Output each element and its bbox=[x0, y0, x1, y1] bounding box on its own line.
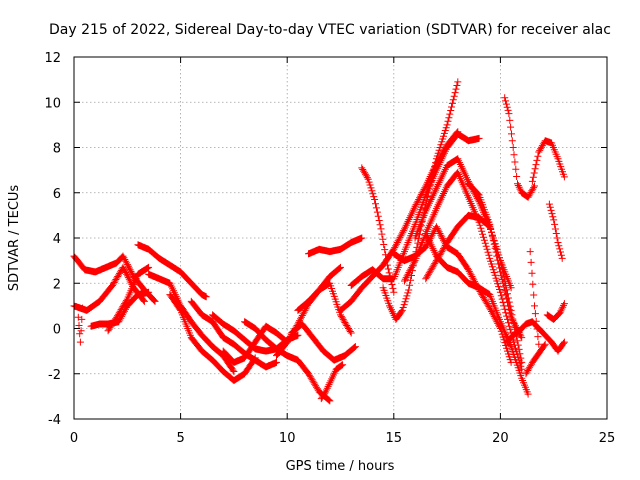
data-point-markers bbox=[288, 320, 359, 364]
y-tick-label: -4 bbox=[48, 413, 61, 428]
series-arc-28 bbox=[501, 94, 538, 201]
series-arc-23 bbox=[401, 168, 526, 373]
data-point-markers bbox=[145, 270, 238, 375]
data-point-markers bbox=[543, 300, 568, 323]
series-arc-17 bbox=[305, 234, 366, 258]
data-point-markers bbox=[522, 340, 549, 378]
data-point-markers bbox=[503, 318, 568, 355]
data-point-markers bbox=[545, 200, 566, 262]
data-point-markers bbox=[317, 361, 347, 403]
series-arc-34 bbox=[522, 340, 549, 378]
y-tick-label: 10 bbox=[44, 96, 61, 111]
series-arc-7 bbox=[145, 270, 238, 375]
x-tick-label: 25 bbox=[599, 431, 616, 446]
series-arc-5 bbox=[104, 263, 153, 335]
data-point-markers bbox=[166, 291, 259, 384]
series-arc-30 bbox=[545, 200, 566, 262]
series-arc-27 bbox=[464, 180, 526, 342]
data-point-markers bbox=[528, 137, 568, 185]
series-arc-6 bbox=[134, 241, 210, 301]
x-tick-label: 15 bbox=[386, 431, 403, 446]
data-point-markers bbox=[104, 263, 153, 335]
y-tick-label: 4 bbox=[53, 232, 61, 247]
series-arc-26 bbox=[422, 230, 532, 398]
chart-title: Day 215 of 2022, Sidereal Day-to-day VTE… bbox=[49, 22, 611, 38]
x-axis-title: GPS time / hours bbox=[286, 459, 395, 474]
series-arc-8 bbox=[166, 291, 259, 384]
data-point-markers bbox=[422, 230, 532, 398]
series-arc-13 bbox=[273, 279, 355, 360]
series-arc-15 bbox=[317, 361, 347, 403]
series-arc-12 bbox=[241, 318, 334, 405]
data-point-markers bbox=[273, 279, 355, 360]
data-point-markers bbox=[74, 304, 86, 346]
data-point-markers bbox=[401, 168, 526, 373]
y-tick-label: 0 bbox=[53, 323, 61, 338]
data-point-markers bbox=[241, 318, 334, 405]
x-tick-label: 20 bbox=[492, 431, 509, 446]
data-point-markers bbox=[219, 322, 291, 366]
series-arc-29 bbox=[528, 137, 568, 185]
data-points bbox=[70, 78, 568, 405]
series-arc-4 bbox=[74, 304, 86, 346]
series-arc-32 bbox=[503, 318, 568, 355]
series-arc-33 bbox=[543, 300, 568, 323]
x-tick-label: 0 bbox=[70, 431, 78, 446]
y-tick-label: -2 bbox=[48, 368, 61, 383]
axis-ticks: 0 5 10 15 20 25 -4 -2 0 2 4 6 8 10 12 bbox=[44, 51, 615, 446]
x-tick-label: 5 bbox=[176, 431, 184, 446]
data-point-markers bbox=[501, 94, 538, 201]
series-arc-16 bbox=[294, 263, 344, 314]
series-arc-20 bbox=[358, 164, 398, 296]
series-arc-14 bbox=[288, 320, 359, 364]
data-point-markers bbox=[464, 180, 526, 342]
y-tick-label: 6 bbox=[53, 187, 61, 202]
data-point-markers bbox=[294, 263, 344, 314]
y-tick-label: 8 bbox=[53, 142, 61, 157]
y-tick-label: 12 bbox=[44, 51, 61, 66]
x-tick-label: 10 bbox=[279, 431, 296, 446]
series-arc-11 bbox=[219, 322, 291, 366]
y-tick-label: 2 bbox=[53, 277, 61, 292]
data-point-markers bbox=[305, 234, 366, 258]
data-point-markers bbox=[134, 241, 210, 301]
y-axis-title: SDTVAR / TECUs bbox=[7, 185, 22, 292]
data-point-markers bbox=[358, 164, 398, 296]
